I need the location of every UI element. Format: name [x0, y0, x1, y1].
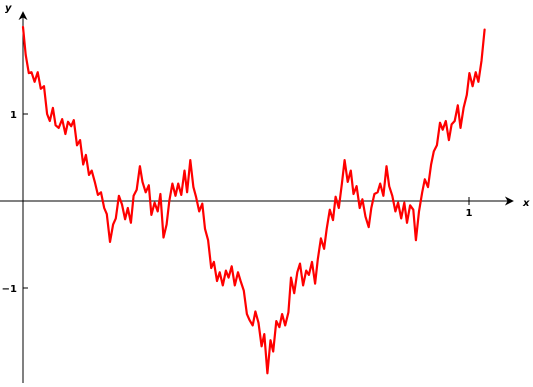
y-tick-label: 1: [10, 110, 17, 121]
axis-ticks: 1 1 −1: [2, 110, 473, 295]
y-axis-label: y: [5, 3, 12, 14]
x-tick-label: 1: [466, 208, 473, 219]
series-line-0: [21, 25, 486, 375]
series-layer: [21, 25, 486, 375]
x-axis-label: x: [522, 198, 530, 209]
y-tick-label: −1: [2, 284, 17, 295]
